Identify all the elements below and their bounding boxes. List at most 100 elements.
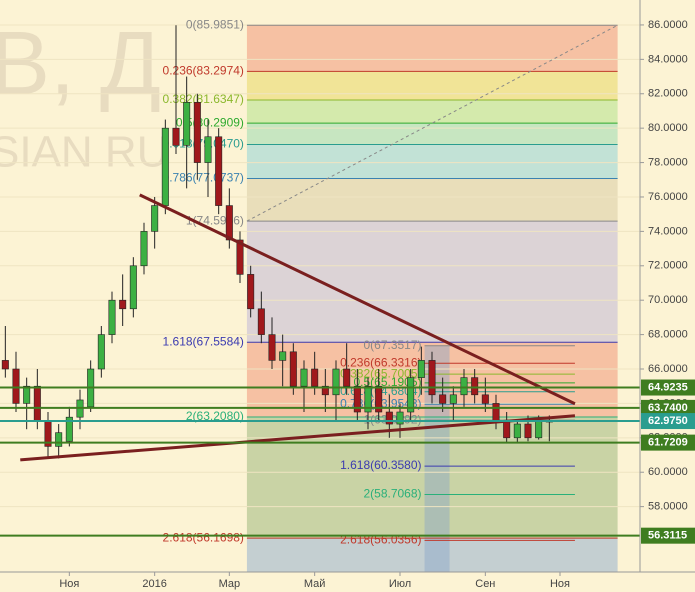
- x-tick-label: Ноя: [550, 578, 570, 590]
- candle-body: [524, 423, 532, 439]
- x-tick-label: Ноя: [59, 578, 79, 590]
- candle-body: [343, 368, 351, 387]
- axes: 58.000060.000062.000064.000066.000068.00…: [59, 19, 695, 590]
- x-tick-label: 2016: [142, 578, 166, 590]
- watermark: В, Д: [0, 14, 161, 114]
- fib-label: 0.5(65.1905): [353, 375, 421, 389]
- fib-band: [246, 221, 618, 343]
- fib-label: 1.618(67.5584): [163, 334, 244, 348]
- y-tick-label: 82.0000: [648, 88, 688, 100]
- candle-body: [385, 411, 393, 425]
- candle-body: [129, 265, 137, 310]
- candle-body: [449, 394, 457, 404]
- fib-label: 0.382(81.6347): [163, 92, 244, 106]
- candle-body: [513, 423, 521, 439]
- candle-body: [236, 239, 244, 275]
- candle-body: [407, 377, 415, 413]
- candle-body: [460, 377, 468, 396]
- candle-body: [172, 127, 180, 146]
- fib-label: 2(63.2080): [186, 409, 244, 423]
- y-tick-label: 74.0000: [648, 225, 688, 237]
- fib-label: 0(85.9851): [186, 17, 244, 31]
- grid: [0, 24, 640, 508]
- candle-body: [193, 102, 201, 163]
- candle-body: [396, 411, 404, 425]
- x-tick-label: Июл: [389, 578, 411, 590]
- y-tick-label: 70.0000: [648, 294, 688, 306]
- candle-body: [97, 334, 105, 370]
- fib-label: 0.236(66.3316): [340, 355, 421, 369]
- candle-body: [364, 385, 372, 413]
- y-tick-label: 60.0000: [648, 466, 688, 478]
- fib-band: [246, 123, 618, 145]
- price-tag-label: 56.3115: [648, 530, 687, 542]
- candle-body: [12, 368, 20, 404]
- candle-body: [535, 420, 543, 439]
- trendline: [246, 24, 618, 222]
- candle-body: [247, 274, 255, 310]
- candle-body: [439, 394, 447, 404]
- fib-label: 0.786(77.0737): [163, 171, 244, 185]
- price-tag: [641, 379, 695, 396]
- fib-band: [246, 178, 618, 222]
- fib-label: 1.618(60.3580): [340, 458, 421, 472]
- fib-band: [246, 144, 618, 179]
- y-tick-label: 86.0000: [648, 19, 688, 31]
- candle-body: [311, 368, 319, 387]
- trendline: [139, 193, 576, 406]
- overlays: [0, 24, 640, 537]
- candle-body: [417, 360, 425, 378]
- candle-body: [183, 102, 191, 146]
- candle-body: [161, 127, 169, 206]
- fib-band: [246, 538, 618, 572]
- candle-body: [65, 416, 73, 442]
- price-tag-label: 61.7209: [648, 437, 688, 449]
- x-tick-label: Мар: [219, 578, 241, 590]
- fib-lines: 0(85.9851) 0.236(83.2974) 0.382(81.6347) 0.…: [163, 17, 618, 547]
- fib-label: 0.5(80.2909): [176, 115, 244, 129]
- candle-body: [23, 385, 31, 404]
- price-tag-label: 64.9235: [648, 381, 688, 393]
- candle-body: [55, 432, 63, 447]
- y-tick-label: 80.0000: [648, 122, 688, 134]
- candle-body: [492, 403, 500, 421]
- price-tag: [641, 527, 695, 544]
- fib-label: 0.382(65.7005): [340, 366, 421, 380]
- price-tag-label: 63.7400: [648, 402, 688, 414]
- fib-band: [246, 25, 618, 72]
- candle-body: [257, 308, 265, 335]
- candle-body: [215, 136, 223, 206]
- candle-body: [225, 205, 233, 241]
- candle-body: [268, 334, 276, 361]
- candle-body: [481, 394, 489, 404]
- y-tick-label: 84.0000: [648, 53, 688, 65]
- candle-body: [332, 368, 340, 396]
- price-tag-label: 62.9750: [648, 415, 688, 427]
- candle-body: [471, 377, 479, 396]
- fib-band: [246, 71, 618, 101]
- fib-bands: [246, 25, 618, 572]
- x-tick-label: Сен: [475, 578, 495, 590]
- candle-body: [375, 385, 383, 413]
- candle-body: [119, 299, 127, 310]
- fib-label: 2(58.7068): [363, 487, 421, 501]
- watermark: SIAN RU: [0, 128, 168, 177]
- candle-body: [503, 420, 511, 439]
- candle-body: [289, 351, 297, 387]
- y-tick-label: 72.0000: [648, 260, 688, 272]
- y-tick-label: 76.0000: [648, 191, 688, 203]
- candle-body: [140, 231, 148, 267]
- fib-label: 0.618(79.0470): [163, 137, 244, 151]
- y-tick-label: 58.0000: [648, 501, 688, 513]
- candle-body: [428, 360, 436, 396]
- candle-body: [321, 385, 329, 396]
- candle-body: [204, 136, 212, 163]
- fib-band: [246, 100, 618, 124]
- candle-body: [300, 368, 308, 387]
- trendline: [20, 414, 576, 462]
- y-tick-label: 68.0000: [648, 329, 688, 341]
- price-tag: [641, 399, 695, 416]
- y-tick-label: 78.0000: [648, 156, 688, 168]
- fib-label: 2.618(56.1698): [163, 530, 244, 544]
